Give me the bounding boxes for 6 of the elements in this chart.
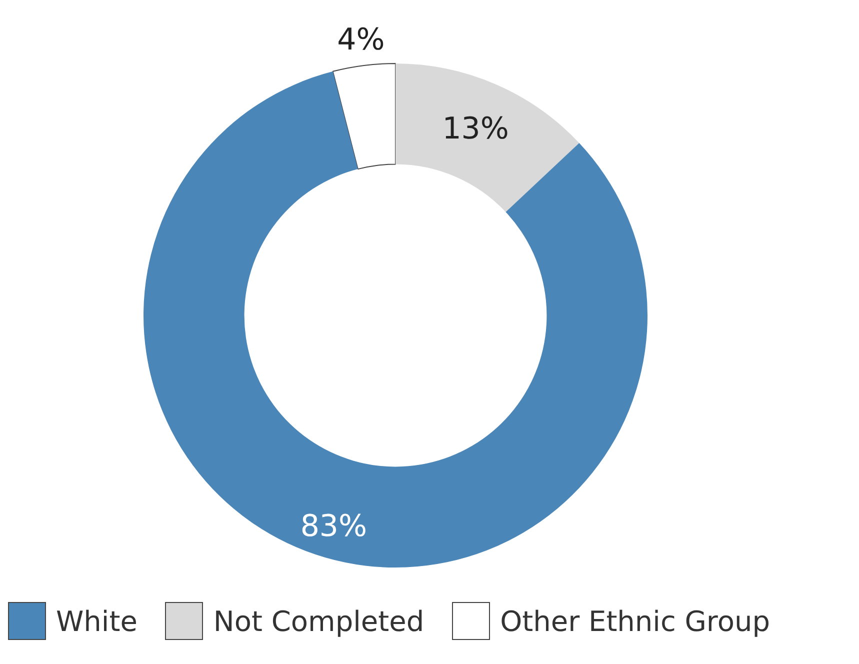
legend-label: Other Ethnic Group [500, 604, 770, 638]
legend-label: White [56, 604, 138, 638]
data-label: 4% [337, 22, 385, 58]
data-label: 83% [300, 509, 368, 544]
legend-label: Not Completed [213, 604, 424, 638]
data-label: 13% [442, 111, 509, 146]
